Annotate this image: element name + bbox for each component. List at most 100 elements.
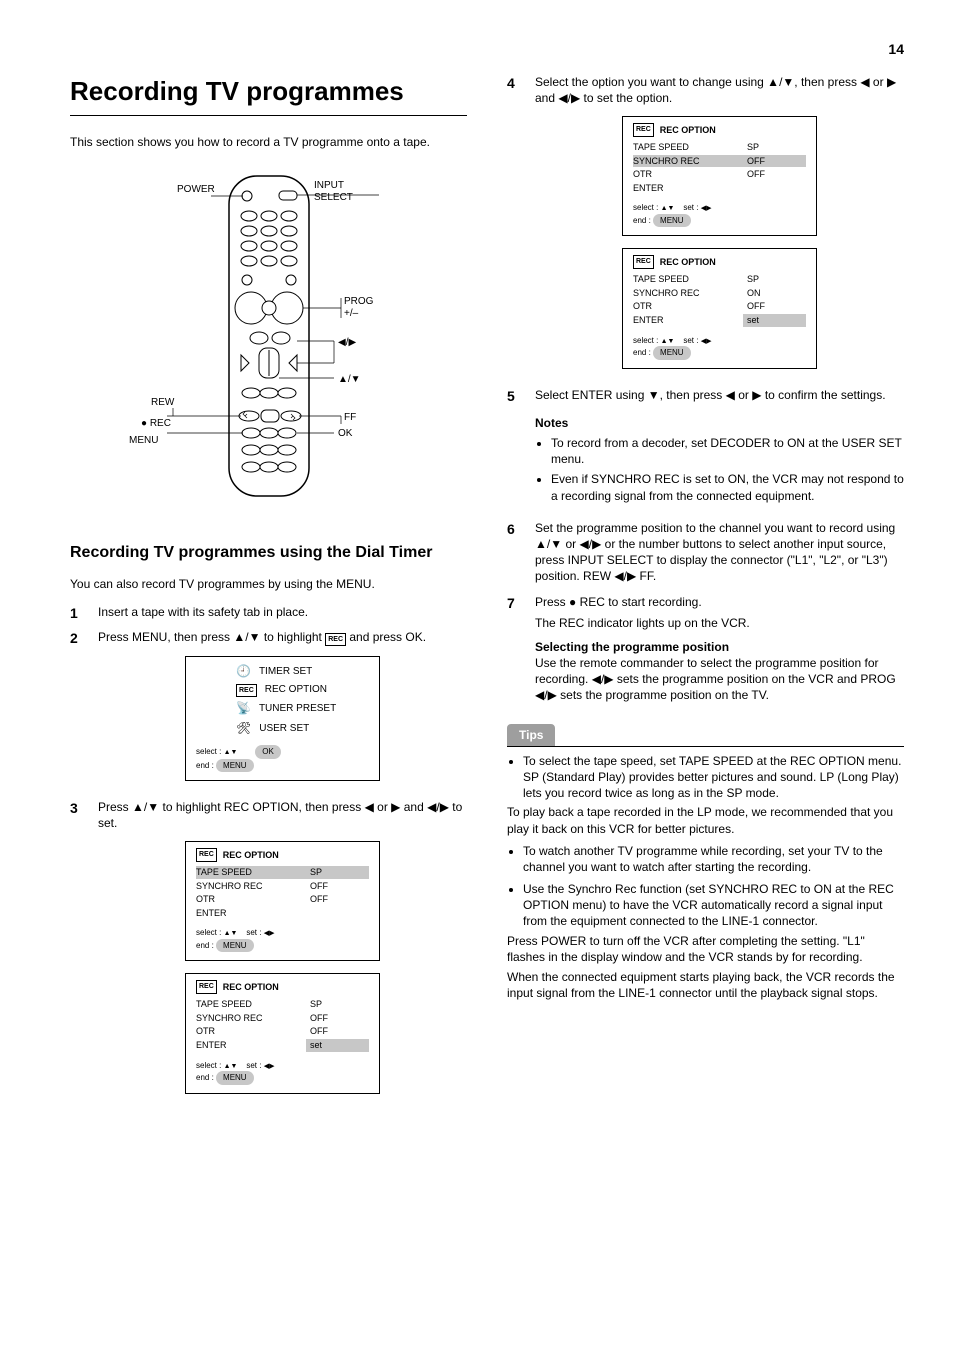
remote-diagram: POWER REW ● REC MENU INPUT SELECT PROG +… — [70, 168, 467, 512]
svg-text:+/–: +/– — [344, 308, 359, 319]
triangle-down-icon — [550, 537, 562, 551]
triangle-up-icon — [233, 630, 245, 644]
step-number: 4 — [507, 74, 525, 381]
osd-row-label: SYNCHRO REC — [633, 287, 743, 300]
step-4: 4 Select the option you want to change u… — [507, 74, 904, 381]
rec-icon: REC — [633, 123, 654, 137]
rec-icon: REC — [325, 633, 346, 646]
osd-row-value: OFF — [306, 880, 369, 893]
triangle-left-icon — [427, 800, 436, 814]
step-text: Select the option you want to change usi… — [535, 75, 767, 89]
osd-row-label: TAPE SPEED — [196, 866, 306, 879]
osd-row-label: OTR — [633, 300, 743, 313]
step-text: , then press — [660, 388, 726, 402]
osd-row-value: set — [306, 1039, 369, 1052]
osd-rec-option-2: RECREC OPTION TAPE SPEEDSP SYNCHRO RECOF… — [185, 973, 380, 1093]
osd-footer-label: set : — [246, 1061, 261, 1070]
notes-heading: Notes — [535, 415, 904, 431]
rec-icon: REC — [633, 255, 654, 269]
osd-footer-label: select : — [633, 336, 658, 345]
right-column: 4 Select the option you want to change u… — [507, 74, 904, 1112]
triangle-right-icon — [592, 537, 601, 551]
osd-footer-label: set : — [683, 336, 698, 345]
step-text: Press — [98, 800, 132, 814]
triangle-up-icon — [767, 75, 779, 89]
osd-row-value: SP — [306, 998, 369, 1011]
section-lead: You can also record TV programmes by usi… — [70, 576, 467, 592]
osd-row-label: TAPE SPEED — [633, 141, 743, 154]
callout-input-select: INPUT — [314, 180, 344, 191]
triangle-down-icon — [648, 388, 660, 402]
step-text: Set the programme position to the channe… — [535, 521, 895, 535]
step-text: sets the programme position on the VCR a… — [617, 672, 896, 686]
osd-row-label: ENTER — [196, 1039, 306, 1052]
step-5: 5 Select ENTER using , then press or to … — [507, 387, 904, 508]
osd-row-value: OFF — [306, 1012, 369, 1025]
rec-icon: REC — [236, 684, 257, 698]
step-text: and — [404, 800, 427, 814]
osd-main-menu: TIMER SET RECREC OPTION TUNER PRESET USE… — [185, 656, 380, 780]
osd-footer-label: end : — [633, 348, 651, 357]
osd-footer-label: end : — [196, 761, 214, 770]
callout-ok: OK — [338, 428, 353, 439]
step-text: or — [377, 800, 391, 814]
callout-prog: PROG — [344, 296, 374, 307]
step-7: 7 Press REC to start recording. The REC … — [507, 594, 904, 703]
svg-text:SELECT: SELECT — [314, 192, 353, 203]
step-number: 5 — [507, 387, 525, 508]
triangle-up-icon — [535, 537, 547, 551]
step-text: or — [565, 537, 579, 551]
triangle-right-icon — [571, 91, 580, 105]
step-text: to confirm the settings. — [765, 388, 886, 402]
rec-icon: REC — [196, 980, 217, 994]
osd-row-value: SP — [743, 141, 806, 154]
triangle-right-icon — [887, 75, 896, 89]
osd-footer-pill: MENU — [216, 759, 254, 772]
osd-footer-label: select : — [196, 747, 221, 756]
triangle-down-icon — [782, 75, 794, 89]
step-3: 3 Press / to highlight REC OPTION, then … — [70, 799, 467, 1106]
rec-icon: REC — [196, 848, 217, 862]
triangle-left-icon — [614, 569, 623, 583]
step-number: 7 — [507, 594, 525, 703]
page-number: 14 — [70, 40, 904, 59]
callout-ff: FF — [344, 412, 356, 423]
osd-footer-label: end : — [196, 941, 214, 950]
osd-header: REC OPTION — [223, 849, 279, 862]
triangle-left-icon — [592, 672, 601, 686]
osd-rec-option-1: RECREC OPTION TAPE SPEEDSP SYNCHRO RECOF… — [185, 841, 380, 961]
step-text: Select ENTER using — [535, 388, 648, 402]
step-text: or — [738, 388, 752, 402]
step-6: 6 Set the programme position to the chan… — [507, 520, 904, 585]
osd-row-value: OFF — [743, 168, 806, 181]
menu-item: USER SET — [236, 720, 369, 737]
step-text: to highlight — [264, 630, 325, 644]
osd-row-label: OTR — [196, 1025, 306, 1038]
note-item: To record from a decoder, set DECODER to… — [551, 435, 904, 467]
osd-footer-pill: MENU — [653, 214, 691, 227]
osd-row-value: OFF — [306, 1025, 369, 1038]
triangle-left-icon — [535, 688, 544, 702]
triangle-left-icon — [558, 91, 567, 105]
tip-text: Use the Synchro Rec function (set SYNCHR… — [523, 882, 894, 928]
osd-row-label: SYNCHRO REC — [633, 155, 743, 168]
triangle-up-icon — [132, 800, 144, 814]
step-text: Press — [535, 595, 569, 609]
osd-footer-label: set : — [246, 928, 261, 937]
step-number: 2 — [70, 629, 88, 793]
callout-arrows-ud: ▲/▼ — [338, 374, 361, 385]
osd-row-value: OFF — [306, 893, 369, 906]
triangle-right-icon — [440, 800, 449, 814]
step-text: Press MENU, then press — [98, 630, 233, 644]
menu-label: USER SET — [259, 722, 309, 736]
osd-row-label: ENTER — [196, 907, 306, 920]
callout-power: POWER — [177, 184, 215, 195]
tip-text: To select the tape speed, set TAPE SPEED… — [523, 754, 901, 800]
triangle-right-icon — [627, 569, 636, 583]
osd-footer-pill: OK — [255, 745, 281, 758]
osd-footer-label: select : — [196, 928, 221, 937]
section-heading: Recording TV programmes using the Dial T… — [70, 542, 467, 564]
tips-box: Tips To select the tape speed, set TAPE … — [507, 724, 904, 1002]
osd-row-value: SP — [306, 866, 369, 879]
triangle-down-icon — [147, 800, 159, 814]
